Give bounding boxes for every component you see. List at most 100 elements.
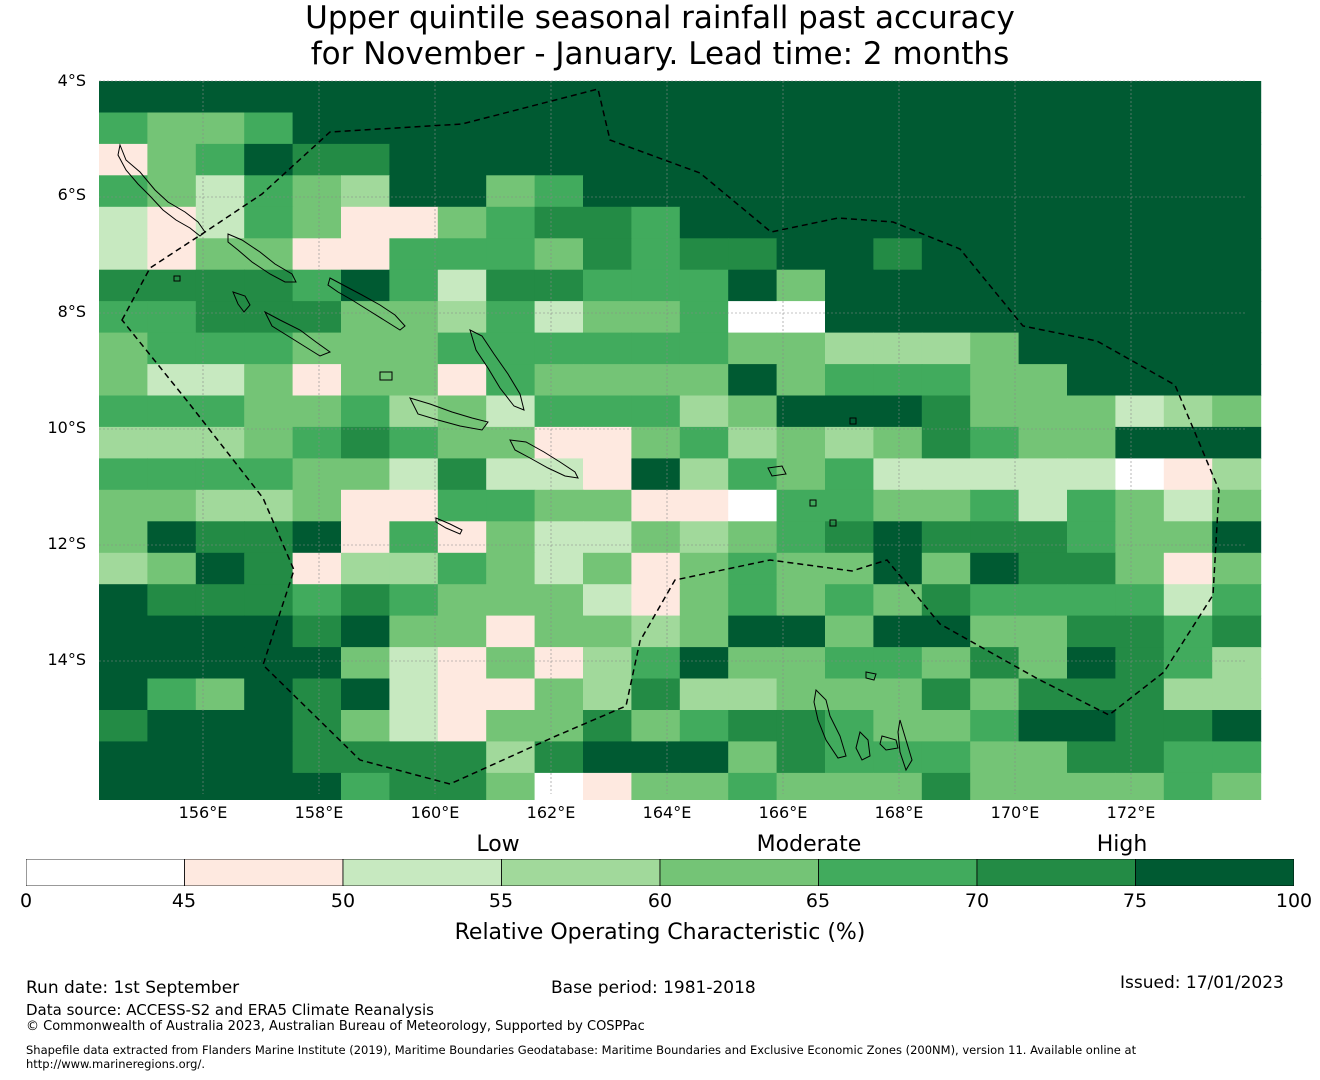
grid-cell bbox=[437, 741, 487, 774]
lon-label-164e: 164°E bbox=[642, 803, 692, 822]
grid-cell bbox=[534, 741, 584, 774]
grid-cell bbox=[583, 112, 632, 145]
title-line-1: Upper quintile seasonal rainfall past ac… bbox=[305, 0, 1015, 36]
grid-cell bbox=[1163, 458, 1213, 491]
grid-cell bbox=[244, 521, 294, 554]
grid-cell bbox=[195, 426, 245, 459]
shapefile-credit-line-1: Shapefile data extracted from Flanders M… bbox=[26, 1043, 1137, 1057]
grid-cell bbox=[970, 332, 1020, 365]
grid-cell bbox=[437, 521, 487, 554]
grid-cell bbox=[679, 238, 729, 271]
grid-cell bbox=[1115, 332, 1165, 365]
grid-cell bbox=[389, 81, 439, 113]
grid-cell bbox=[486, 710, 536, 742]
grid-cell bbox=[244, 489, 294, 522]
grid-cell bbox=[776, 395, 826, 428]
shapefile-credit-line-2: http://www.marineregions.org/. bbox=[26, 1057, 205, 1071]
grid-cell bbox=[486, 395, 536, 428]
grid-cell bbox=[921, 647, 971, 680]
grid-cell bbox=[1018, 647, 1068, 680]
grid-cell bbox=[341, 552, 390, 585]
grid-cell bbox=[147, 710, 197, 742]
grid-cell bbox=[437, 647, 487, 680]
grid-cell bbox=[99, 332, 148, 365]
colorbar-tick-50: 50 bbox=[330, 890, 356, 912]
grid-cell bbox=[679, 175, 729, 208]
grid-cell bbox=[534, 112, 584, 145]
grid-cell bbox=[486, 741, 536, 774]
grid-cell bbox=[147, 81, 197, 113]
grid-cell bbox=[292, 521, 342, 554]
grid-cell bbox=[1212, 489, 1262, 522]
colorbar-tick-60: 60 bbox=[647, 890, 673, 912]
grid-cell bbox=[970, 710, 1020, 742]
grid-cell bbox=[679, 584, 729, 617]
grid-cell bbox=[583, 206, 632, 239]
grid-cell bbox=[1115, 741, 1165, 774]
grid-cell bbox=[728, 301, 778, 334]
grid-cell bbox=[389, 364, 439, 397]
legend-category-high: High bbox=[1096, 832, 1148, 857]
grid-cell bbox=[195, 710, 245, 742]
grid-cell bbox=[1163, 647, 1213, 680]
grid-cell bbox=[921, 458, 971, 491]
shapefile-credit: Shapefile data extracted from Flanders M… bbox=[26, 1043, 1136, 1071]
grid-cell bbox=[486, 332, 536, 365]
grid-cell bbox=[873, 615, 923, 648]
grid-cell bbox=[873, 395, 923, 428]
grid-cell bbox=[1115, 647, 1165, 680]
grid-cell bbox=[341, 395, 390, 428]
grid-cell bbox=[437, 395, 487, 428]
eez-boundary bbox=[121, 88, 1220, 785]
grid-cell bbox=[921, 741, 971, 774]
grid-cell bbox=[1115, 710, 1165, 742]
grid-cell bbox=[341, 741, 390, 774]
map-title: Upper quintile seasonal rainfall past ac… bbox=[0, 0, 1320, 72]
grid-cell bbox=[1067, 206, 1116, 239]
grid-cell bbox=[631, 112, 681, 145]
grid-cell bbox=[195, 269, 245, 302]
grid-cell bbox=[147, 112, 197, 145]
grid-cell bbox=[921, 364, 971, 397]
grid-cell bbox=[99, 206, 148, 239]
grid-cell bbox=[1212, 772, 1262, 800]
grid-cell bbox=[1018, 772, 1068, 800]
grid-cell bbox=[99, 269, 148, 302]
grid-cell bbox=[728, 143, 778, 176]
grid-cell bbox=[1212, 364, 1262, 397]
grid-cell bbox=[679, 364, 729, 397]
grid-cell bbox=[534, 81, 584, 113]
island-malaita bbox=[469, 329, 525, 411]
grid-cell bbox=[970, 615, 1020, 648]
grid-cell bbox=[873, 332, 923, 365]
grid-cell bbox=[1212, 112, 1262, 145]
grid-cell bbox=[147, 332, 197, 365]
grid-cell bbox=[583, 678, 632, 711]
grid-cell bbox=[244, 301, 294, 334]
grid-cell bbox=[292, 710, 342, 742]
colorbar-label: Relative Operating Characteristic (%) bbox=[454, 920, 866, 945]
grid-cell bbox=[1018, 206, 1068, 239]
grid-cell bbox=[679, 301, 729, 334]
grid-cell bbox=[437, 81, 487, 113]
grid-cell bbox=[1067, 552, 1116, 585]
grid-cell bbox=[631, 678, 681, 711]
grid-cell bbox=[534, 458, 584, 491]
grid-cell bbox=[99, 395, 148, 428]
grid-cell bbox=[970, 647, 1020, 680]
grid-cell bbox=[195, 647, 245, 680]
island-torres bbox=[865, 671, 877, 681]
grid-cell bbox=[195, 175, 245, 208]
grid-cell bbox=[1212, 458, 1262, 491]
grid-cell bbox=[825, 81, 874, 113]
grid-cell bbox=[1115, 364, 1165, 397]
grid-cell bbox=[631, 552, 681, 585]
grid-cell bbox=[1163, 615, 1213, 648]
grid-cell bbox=[1067, 678, 1116, 711]
grid-cell bbox=[99, 112, 148, 145]
grid-cell bbox=[970, 772, 1020, 800]
grid-cell bbox=[292, 269, 342, 302]
grid-cell bbox=[1163, 426, 1213, 459]
grid-cell bbox=[486, 584, 536, 617]
accuracy-grid bbox=[99, 81, 1262, 800]
